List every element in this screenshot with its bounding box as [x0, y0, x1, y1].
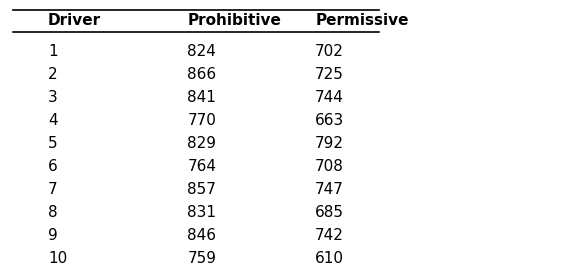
Text: 846: 846: [187, 228, 217, 243]
Text: 857: 857: [187, 182, 216, 197]
Text: 708: 708: [315, 159, 344, 174]
Text: 770: 770: [187, 113, 216, 128]
Text: 1: 1: [48, 44, 57, 59]
Text: 6: 6: [48, 159, 58, 174]
Text: 866: 866: [187, 67, 217, 82]
Text: 610: 610: [315, 251, 344, 266]
Text: 4: 4: [48, 113, 57, 128]
Text: 5: 5: [48, 136, 57, 151]
Text: 663: 663: [315, 113, 345, 128]
Text: Prohibitive: Prohibitive: [187, 13, 281, 28]
Text: 742: 742: [315, 228, 344, 243]
Text: 9: 9: [48, 228, 58, 243]
Text: 747: 747: [315, 182, 344, 197]
Text: 764: 764: [187, 159, 217, 174]
Text: 725: 725: [315, 67, 344, 82]
Text: 841: 841: [187, 90, 216, 105]
Text: 2: 2: [48, 67, 57, 82]
Text: 8: 8: [48, 205, 57, 220]
Text: 831: 831: [187, 205, 217, 220]
Text: 824: 824: [187, 44, 216, 59]
Text: 829: 829: [187, 136, 217, 151]
Text: 792: 792: [315, 136, 344, 151]
Text: Permissive: Permissive: [315, 13, 409, 28]
Text: 10: 10: [48, 251, 67, 266]
Text: 759: 759: [187, 251, 217, 266]
Text: 702: 702: [315, 44, 344, 59]
Text: 685: 685: [315, 205, 344, 220]
Text: Driver: Driver: [48, 13, 101, 28]
Text: 744: 744: [315, 90, 344, 105]
Text: 3: 3: [48, 90, 58, 105]
Text: 7: 7: [48, 182, 57, 197]
